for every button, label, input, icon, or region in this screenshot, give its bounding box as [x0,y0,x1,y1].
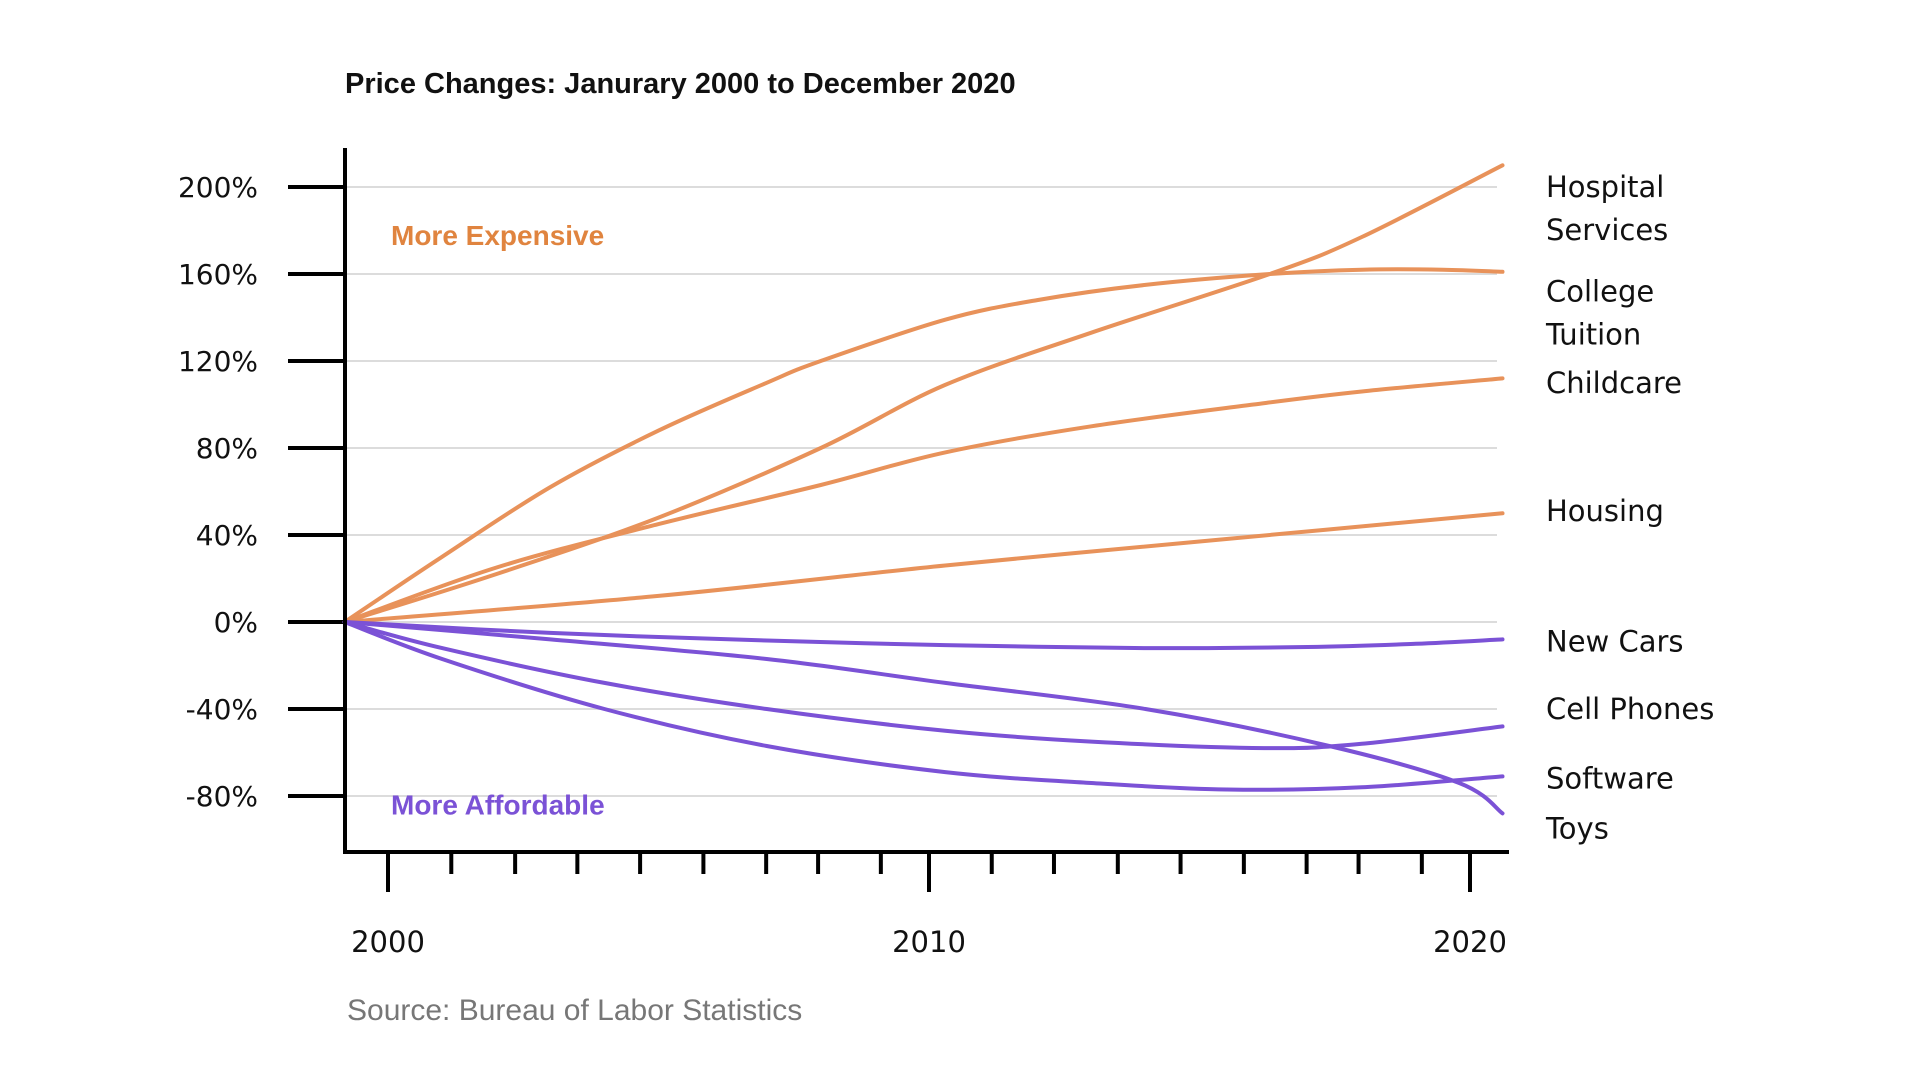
series-labels: Hospital Services College Tuition Childcare H… [1545,170,1714,846]
gridlines [345,186,1497,797]
series-label-new-cars: New Cars [1546,625,1684,659]
y-tick-label: -40% [186,693,258,726]
series-line-software [342,620,1505,792]
annotation-more-affordable: More Affordable [391,790,605,821]
y-tick-label: 160% [178,258,258,291]
series-label-hospital-services: Services [1546,213,1668,247]
source-note: Source: Bureau of Labor Statistics [347,994,802,1027]
series-line-childcare [342,376,1505,624]
series-line-college-tuition [342,267,1505,624]
y-axis-ticks: 200% 160% 120% 80% 40% 0% -40% -80% [178,171,345,813]
y-tick-label: -80% [186,780,258,813]
axes [343,148,1509,854]
annotation-more-expensive: More Expensive [391,220,604,251]
series-label-cell-phones: Cell Phones [1546,692,1714,726]
series-line-hospital-services [342,163,1505,624]
series-label-software: Software [1546,762,1674,796]
series-line-new-cars [342,620,1505,651]
x-tick-label: 2010 [892,925,966,959]
series-label-childcare: Childcare [1546,366,1682,400]
y-tick-label: 40% [196,519,258,552]
y-tick-label: 120% [178,345,258,378]
x-axis-ticks: 2000 2010 2020 [351,852,1507,959]
series-label-housing: Housing [1546,494,1664,528]
series-label-toys: Toys [1545,812,1609,846]
series-line-cell-phones [342,620,1505,751]
x-tick-label: 2020 [1433,925,1507,959]
annotations: More Expensive More Affordable [391,220,605,821]
series-line-housing [342,511,1505,624]
series-lines [342,163,1505,816]
y-tick-label: 80% [196,432,258,465]
series-label-college-tuition: College [1546,274,1654,308]
series-line-toys [342,620,1505,816]
chart-title: Price Changes: Janurary 2000 to December… [345,68,1016,100]
y-tick-label: 200% [178,171,258,204]
y-tick-label: 0% [214,606,258,639]
x-tick-label: 2000 [351,925,425,959]
series-label-college-tuition: Tuition [1545,317,1641,351]
series-label-hospital-services: Hospital [1546,170,1664,204]
